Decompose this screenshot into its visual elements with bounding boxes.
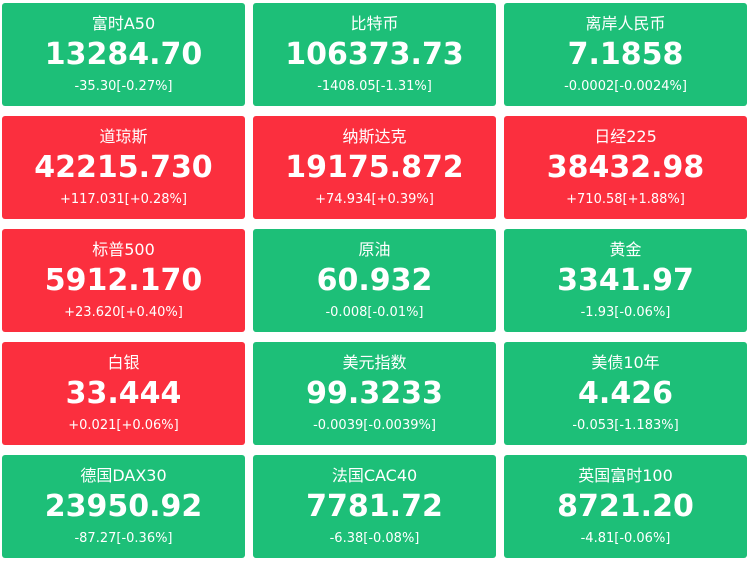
quote-name: 黄金 — [609, 240, 642, 259]
quote-price: 99.3233 — [306, 376, 443, 411]
quote-tile[interactable]: 德国DAX30 23950.92 -87.27[-0.36%] — [2, 455, 245, 558]
quote-tile[interactable]: 法国CAC40 7781.72 -6.38[-0.08%] — [253, 455, 496, 558]
quote-name: 德国DAX30 — [80, 466, 167, 485]
quote-change: -0.0039[-0.0039%] — [313, 418, 436, 433]
quote-price: 4.426 — [578, 376, 673, 411]
quote-name: 标普500 — [92, 240, 155, 259]
quote-change: +0.021[+0.06%] — [68, 418, 179, 433]
quote-name: 比特币 — [350, 14, 399, 33]
quote-price: 13284.70 — [44, 37, 203, 72]
quote-change: +74.934[+0.39%] — [315, 192, 434, 207]
quote-price: 38432.98 — [546, 150, 705, 185]
quote-change: -0.053[-1.183%] — [572, 418, 679, 433]
quote-change: -1.93[-0.06%] — [580, 305, 671, 320]
quote-name: 日经225 — [594, 127, 657, 146]
quote-tile[interactable]: 富时A50 13284.70 -35.30[-0.27%] — [2, 3, 245, 106]
quote-change: -6.38[-0.08%] — [329, 531, 420, 546]
quote-tile[interactable]: 英国富时100 8721.20 -4.81[-0.06%] — [504, 455, 747, 558]
quote-price: 60.932 — [316, 263, 433, 298]
quote-name: 美债10年 — [591, 353, 660, 372]
quote-name: 纳斯达克 — [342, 127, 407, 146]
quote-change: -1408.05[-1.31%] — [317, 79, 432, 94]
quote-price: 19175.872 — [285, 150, 464, 185]
quote-tile[interactable]: 离岸人民币 7.1858 -0.0002[-0.0024%] — [504, 3, 747, 106]
quote-price: 42215.730 — [34, 150, 213, 185]
quote-name: 白银 — [107, 353, 140, 372]
quote-name: 富时A50 — [91, 14, 156, 33]
quote-name: 美元指数 — [342, 353, 407, 372]
quote-name: 法国CAC40 — [331, 466, 418, 485]
quote-tile[interactable]: 美元指数 99.3233 -0.0039[-0.0039%] — [253, 342, 496, 445]
quote-tile[interactable]: 黄金 3341.97 -1.93[-0.06%] — [504, 229, 747, 332]
quote-tile[interactable]: 原油 60.932 -0.008[-0.01%] — [253, 229, 496, 332]
quote-change: -87.27[-0.36%] — [74, 531, 173, 546]
quote-change: +117.031[+0.28%] — [60, 192, 187, 207]
quote-price: 5912.170 — [44, 263, 203, 298]
quote-price: 7.1858 — [567, 37, 684, 72]
quote-price: 106373.73 — [285, 37, 464, 72]
quote-change: -35.30[-0.27%] — [74, 79, 173, 94]
quote-change: -4.81[-0.06%] — [580, 531, 671, 546]
quote-name: 离岸人民币 — [585, 14, 666, 33]
quote-tile[interactable]: 日经225 38432.98 +710.58[+1.88%] — [504, 116, 747, 219]
quote-change: +710.58[+1.88%] — [566, 192, 685, 207]
quote-price: 8721.20 — [557, 489, 694, 524]
quote-tile[interactable]: 纳斯达克 19175.872 +74.934[+0.39%] — [253, 116, 496, 219]
quote-name: 原油 — [358, 240, 391, 259]
quote-tile[interactable]: 比特币 106373.73 -1408.05[-1.31%] — [253, 3, 496, 106]
quote-tile[interactable]: 道琼斯 42215.730 +117.031[+0.28%] — [2, 116, 245, 219]
quote-price: 3341.97 — [557, 263, 694, 298]
quote-price: 7781.72 — [306, 489, 443, 524]
quote-price: 23950.92 — [44, 489, 203, 524]
quote-change: +23.620[+0.40%] — [64, 305, 183, 320]
quote-tile[interactable]: 标普500 5912.170 +23.620[+0.40%] — [2, 229, 245, 332]
quote-price: 33.444 — [65, 376, 182, 411]
quote-tile[interactable]: 白银 33.444 +0.021[+0.06%] — [2, 342, 245, 445]
quote-name: 道琼斯 — [99, 127, 148, 146]
quote-change: -0.0002[-0.0024%] — [564, 79, 687, 94]
quote-name: 英国富时100 — [578, 466, 673, 485]
quote-tile[interactable]: 美债10年 4.426 -0.053[-1.183%] — [504, 342, 747, 445]
quote-change: -0.008[-0.01%] — [325, 305, 424, 320]
